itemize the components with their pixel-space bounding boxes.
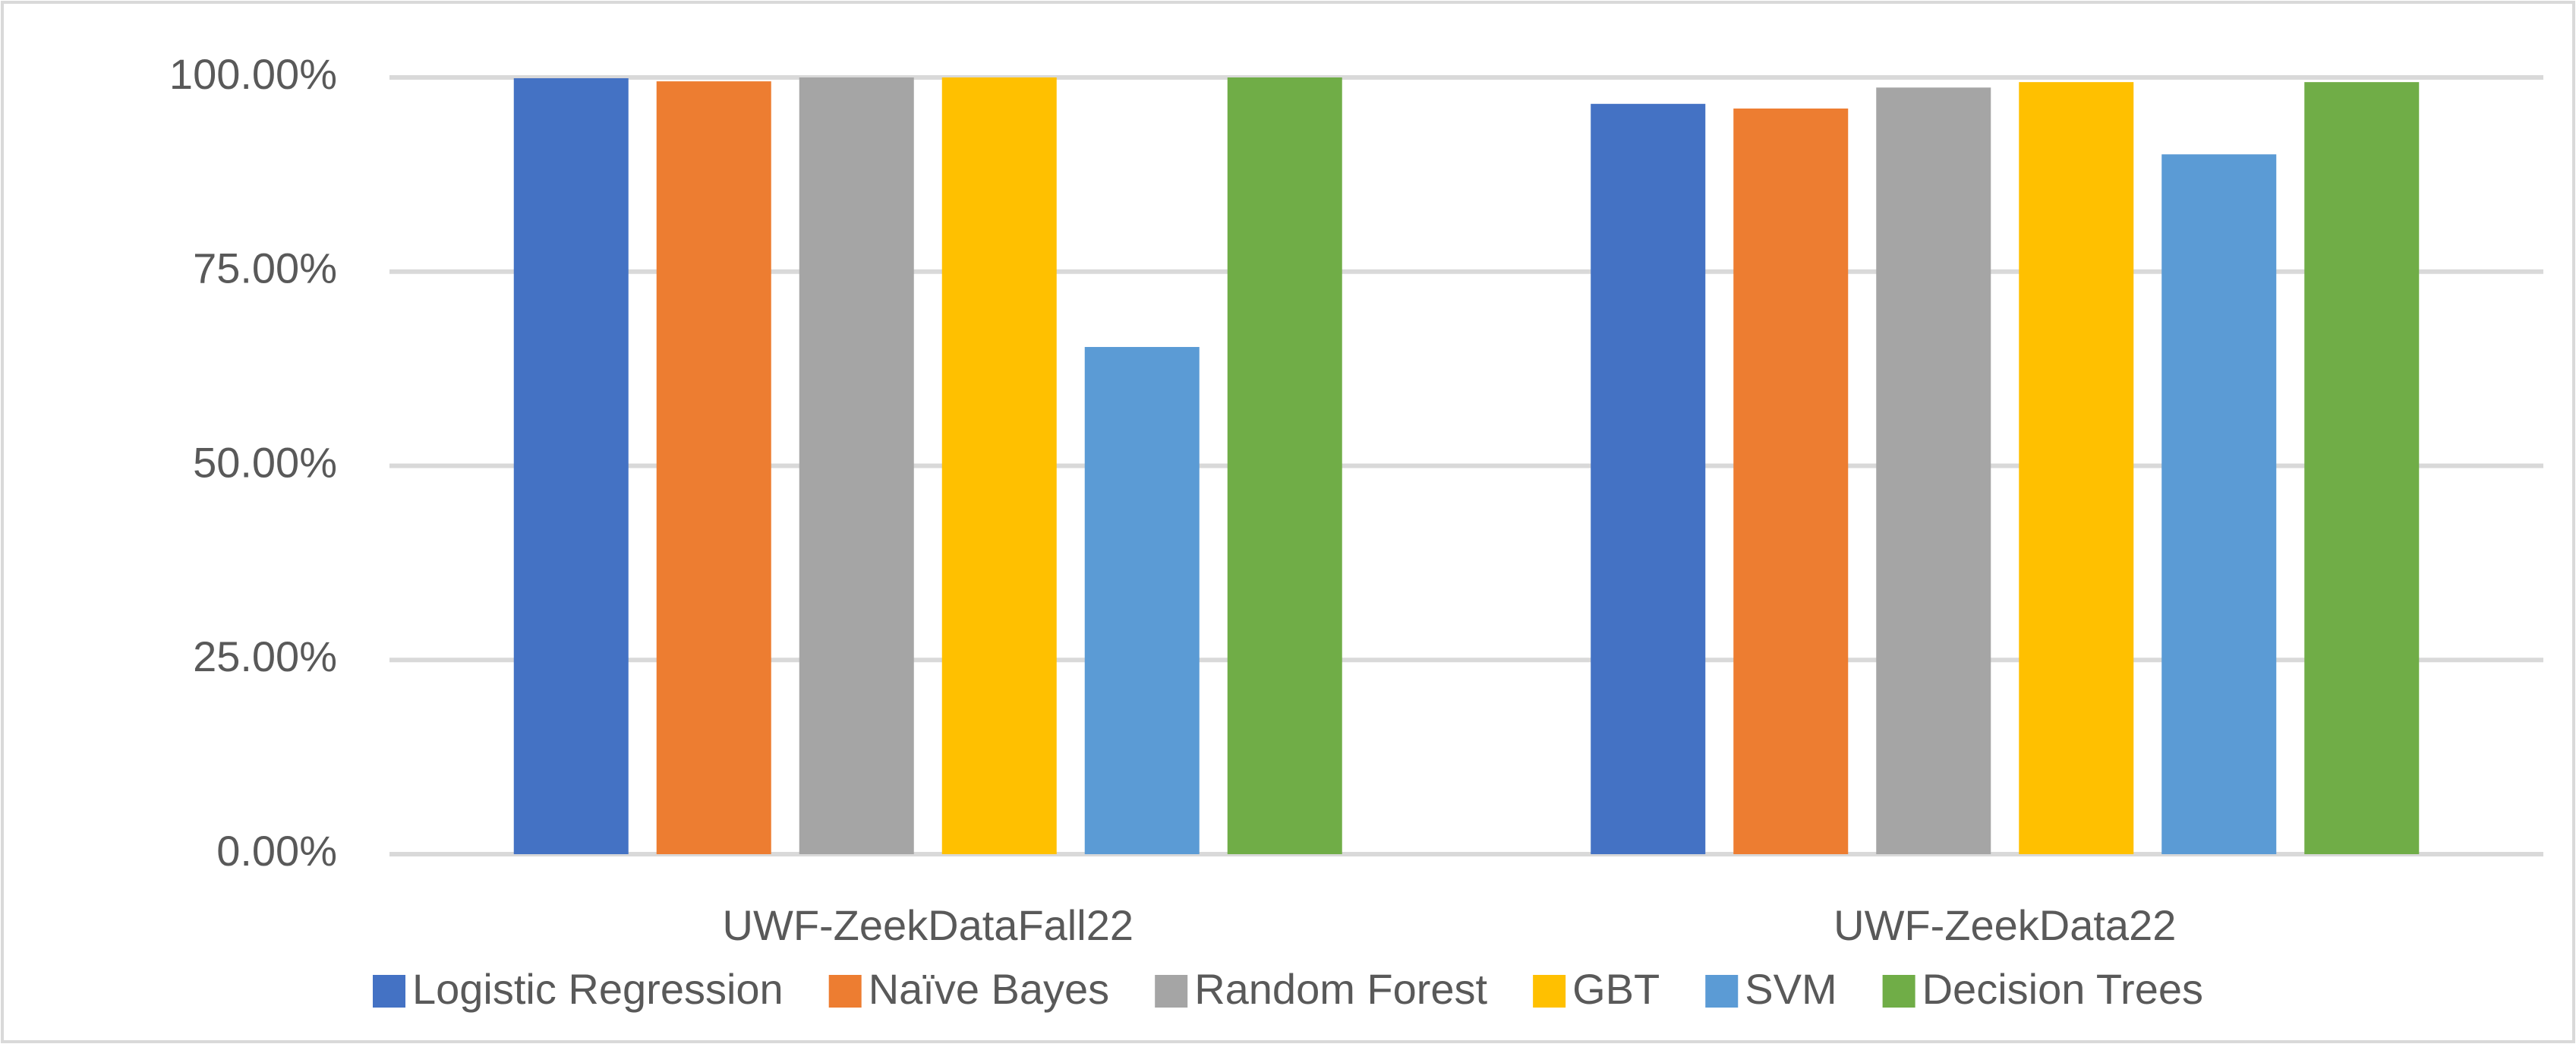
legend-label: Logistic Regression <box>412 965 784 1013</box>
legend-label: SVM <box>1745 965 1837 1013</box>
bar <box>1084 346 1200 855</box>
y-tick-label: 100.00% <box>169 50 337 98</box>
bar <box>1227 77 1342 854</box>
y-tick-label: 0.00% <box>216 827 337 875</box>
bar <box>1876 87 1991 854</box>
bar <box>2019 82 2134 854</box>
legend-swatch <box>828 975 862 1008</box>
y-tick-label: 25.00% <box>193 632 337 680</box>
bar <box>799 77 914 854</box>
legend-swatch <box>1882 975 1915 1008</box>
bar <box>1591 103 1706 855</box>
bar <box>941 77 1057 854</box>
x-tick-label: UWF-ZeekData22 <box>1833 901 2176 949</box>
y-tick-label: 50.00% <box>193 438 337 486</box>
legend-swatch <box>373 975 406 1008</box>
legend-label: GBT <box>1572 965 1660 1013</box>
y-tick-label: 75.00% <box>193 244 337 292</box>
legend-swatch <box>1155 975 1188 1008</box>
bar <box>656 81 771 855</box>
bar <box>1733 108 1849 855</box>
bar <box>2304 82 2420 854</box>
bar <box>513 78 629 854</box>
legend-swatch <box>1533 975 1566 1008</box>
legend-label: Decision Trees <box>1922 965 2203 1013</box>
legend-swatch <box>1705 975 1739 1008</box>
legend-label: Naïve Bayes <box>869 965 1110 1013</box>
bar <box>2161 154 2277 855</box>
x-tick-label: UWF-ZeekDataFall22 <box>723 901 1134 949</box>
legend-label: Random Forest <box>1194 965 1487 1013</box>
